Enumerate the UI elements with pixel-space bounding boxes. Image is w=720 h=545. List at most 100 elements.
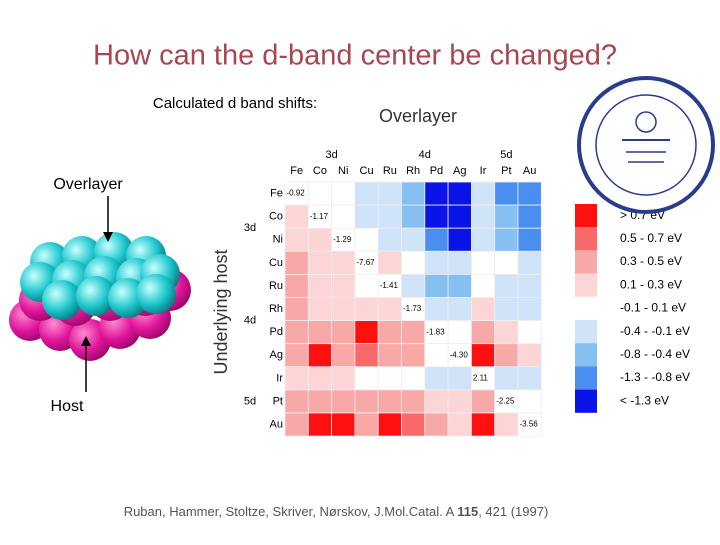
cell — [284, 320, 309, 345]
cell — [284, 273, 309, 298]
cell — [354, 389, 379, 414]
column-label: Cu — [360, 165, 374, 177]
cell — [447, 181, 472, 206]
title: How can the d-band center be changed? — [93, 40, 617, 72]
cell — [307, 181, 332, 206]
cell — [377, 389, 402, 414]
row-group: 5d — [244, 395, 256, 407]
cell — [377, 343, 402, 368]
cell — [331, 273, 356, 298]
diagonal-value: -4.30 — [450, 350, 469, 359]
cell — [517, 181, 542, 206]
row-label: Fe — [270, 187, 283, 199]
cell — [517, 227, 542, 252]
cell — [494, 297, 519, 322]
cell — [401, 389, 426, 414]
column-label: Co — [313, 165, 327, 177]
cell — [447, 297, 472, 322]
cell — [354, 366, 379, 391]
row-group: 4d — [244, 315, 256, 327]
cell — [470, 273, 496, 298]
cell — [354, 273, 379, 298]
row-label: Cu — [269, 257, 283, 269]
column-group: 5d — [500, 149, 512, 161]
diagonal-value: -1.17 — [310, 212, 329, 221]
column-label: Ir — [480, 165, 487, 177]
legend-swatch — [575, 296, 597, 320]
column-group: 4d — [419, 149, 431, 161]
cell — [470, 250, 496, 275]
column-label: Rh — [406, 165, 420, 177]
legend-label: < -1.3 eV — [620, 393, 669, 407]
logo — [577, 76, 715, 214]
cell — [424, 250, 449, 275]
cell — [470, 227, 496, 252]
cell — [284, 297, 309, 322]
cell — [307, 366, 332, 391]
cell — [424, 227, 449, 252]
cell — [307, 297, 332, 322]
cell — [401, 227, 426, 252]
cell — [307, 320, 332, 345]
cell — [377, 412, 402, 437]
row-label: Rh — [269, 303, 283, 315]
row-label: Pd — [270, 326, 283, 338]
diagonal-value: -2.25 — [496, 397, 515, 406]
row-label: Ru — [269, 280, 283, 292]
column-label: Pd — [430, 165, 443, 177]
cell — [307, 250, 332, 275]
row-group: 3d — [244, 222, 256, 234]
cell — [424, 343, 449, 368]
cell — [307, 227, 332, 252]
subtitle: Calculated d band shifts: — [153, 95, 317, 112]
cell — [377, 320, 402, 345]
cell — [424, 389, 449, 414]
legend-swatch — [575, 250, 597, 274]
cell — [447, 320, 472, 345]
diagonal-value: -7.67 — [356, 258, 375, 267]
table-title: Overlayer — [379, 106, 457, 126]
cell — [354, 181, 379, 206]
cell — [517, 273, 542, 298]
cell — [284, 250, 309, 275]
cell — [470, 297, 496, 322]
cell — [354, 227, 379, 252]
diagonal-value: -1.29 — [333, 235, 352, 244]
cell — [284, 412, 309, 437]
cell — [517, 297, 542, 322]
overlayer-label: Overlayer — [53, 176, 123, 193]
citation-pages: , 421 (1997) — [478, 504, 548, 519]
cell — [424, 181, 449, 206]
cell — [284, 366, 309, 391]
cell — [377, 204, 402, 229]
diagonal-value: -1.41 — [380, 281, 399, 290]
cell — [470, 320, 496, 345]
cell — [307, 273, 332, 298]
cell — [494, 320, 519, 345]
overlayer-atom — [136, 274, 176, 314]
diagonal-value: -3.56 — [520, 420, 539, 429]
cell — [494, 227, 519, 252]
cell — [284, 343, 309, 368]
column-label: Pt — [501, 165, 511, 177]
cell — [494, 343, 519, 368]
cell — [401, 320, 426, 345]
row-label: Au — [270, 418, 283, 430]
citation: Ruban, Hammer, Stoltze, Skriver, Nørskov… — [124, 504, 549, 519]
cell — [424, 273, 449, 298]
cell — [331, 343, 356, 368]
diagonal-value: -1.73 — [403, 304, 422, 313]
cell — [517, 389, 542, 414]
cell — [517, 366, 542, 391]
overlayer-atom — [76, 276, 116, 316]
legend-swatch — [575, 227, 597, 251]
cell — [494, 250, 519, 275]
legend-swatch — [575, 389, 597, 413]
cell — [470, 181, 496, 206]
cell — [401, 181, 426, 206]
cell — [307, 412, 332, 437]
cell — [494, 204, 519, 229]
cell — [470, 343, 496, 368]
cell — [494, 273, 519, 298]
